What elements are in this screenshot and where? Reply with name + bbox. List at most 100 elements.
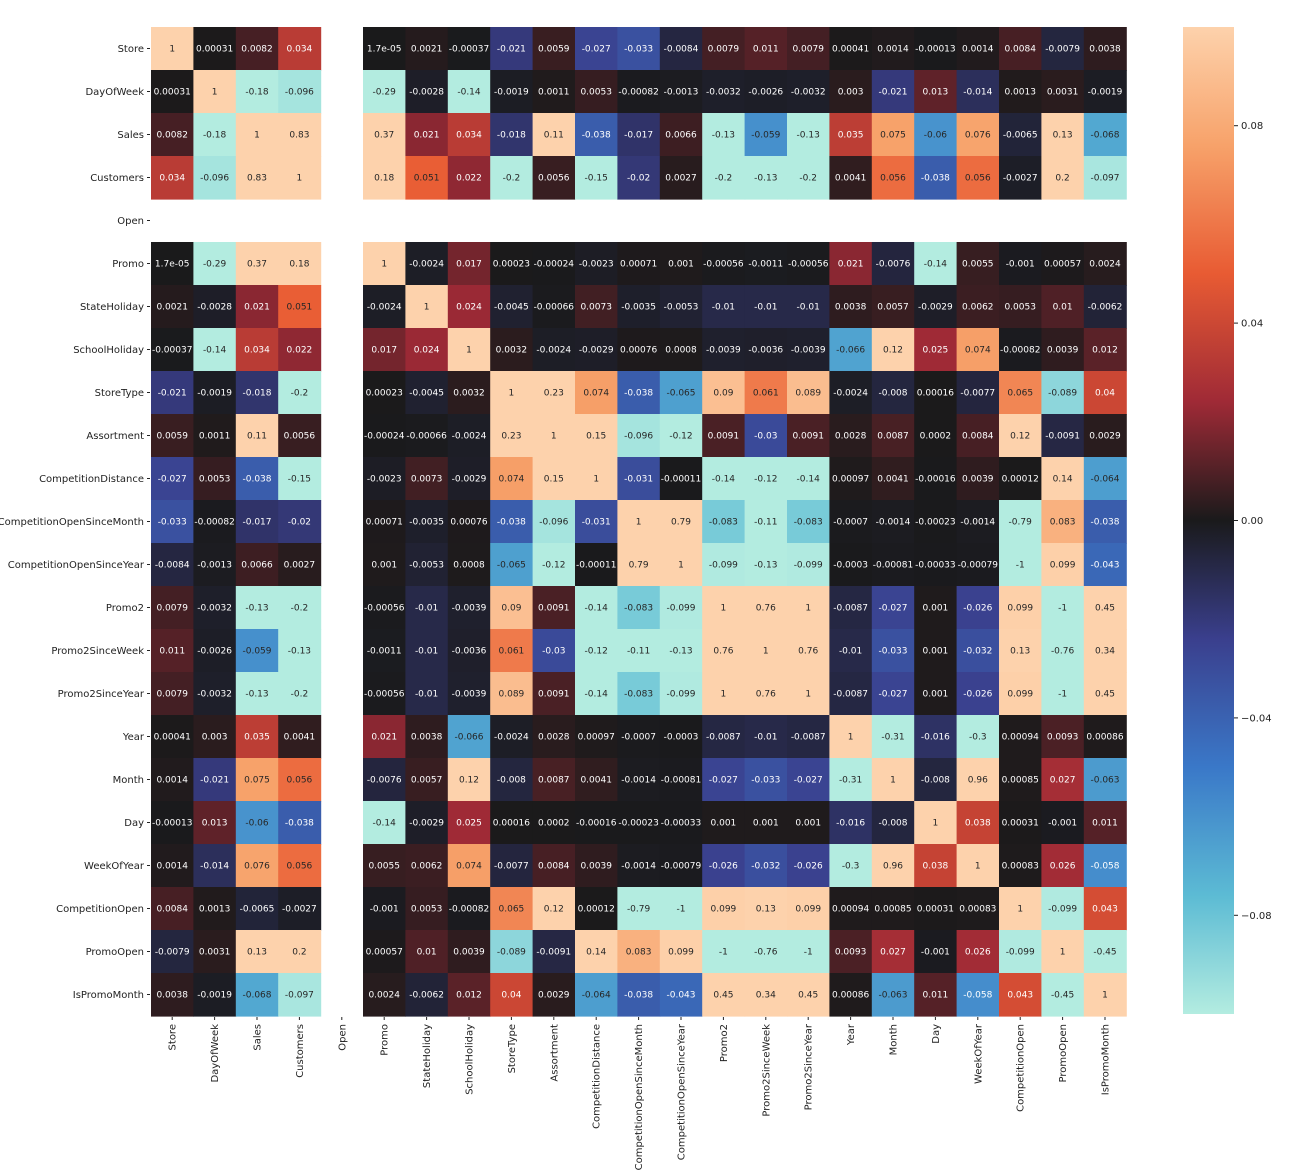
cell-value-label: -0.063 [1090,776,1119,786]
heatmap-cell [447,27,491,71]
heatmap-cell [235,500,279,544]
cell-value-label: -0.11 [754,518,777,528]
heatmap-cell [702,930,746,974]
cell-value-label: 0.0056 [538,174,570,184]
cell-value-label: -0.0039 [791,346,826,356]
cell-value-label: 0.0039 [1047,346,1079,356]
cell-value-label: 0.0014 [962,45,994,55]
heatmap-cell [829,758,873,802]
heatmap-cell [829,328,873,372]
cell-value-label: -0.008 [878,389,907,399]
heatmap-cell [617,758,661,802]
heatmap-cell [193,328,237,372]
cell-value-label: -0.016 [921,733,950,743]
cell-value-label: 0.37 [374,131,394,141]
heatmap-cell [956,242,1000,286]
heatmap-cell [447,500,491,544]
cell-value-label: -0.13 [288,647,311,657]
heatmap-cell [914,973,958,1017]
heatmap-cell [532,887,576,931]
heatmap-cell [532,973,576,1017]
cell-value-label: -0.29 [203,260,227,270]
cell-value-label: -0.021 [200,776,229,786]
cell-value-label: -0.0011 [748,260,783,270]
heatmap-cell [999,672,1042,716]
heatmap-cell [1083,844,1127,888]
cell-value-label: 0.00031 [1002,819,1039,829]
cell-value-label: 0.083 [626,948,652,958]
cell-value-label: 0.0079 [156,604,188,614]
heatmap-cell [956,156,1000,200]
cell-value-label: 0.017 [371,346,397,356]
cell-value-label: 0.0002 [538,819,570,829]
cell-value-label: -0.043 [666,991,695,1001]
heatmap-cell [193,27,237,71]
heatmap-cell [617,586,661,630]
heatmap-cell [575,629,618,673]
cell-value-label: 0.0038 [1089,45,1121,55]
cell-value-label: 0.00071 [620,260,657,270]
heatmap-cell [278,629,322,673]
cell-value-label: -0.0029 [918,303,953,313]
heatmap-cell [702,629,746,673]
heatmap-cell [956,801,1000,845]
cell-value-label: 0.13 [1053,131,1073,141]
cell-value-label: -0.083 [794,518,823,528]
cell-value-label: 0.11 [544,131,564,141]
cell-value-label: 0.0011 [538,88,570,98]
cell-value-label: -0.01 [754,733,777,743]
cell-value-label: 0.0057 [877,303,909,313]
cell-value-label: 0.034 [159,174,185,184]
heatmap-cell [702,70,746,114]
cell-value-label: 0.0029 [1089,432,1121,442]
heatmap-cell [235,457,279,501]
heatmap-cell [744,672,788,716]
row-tick-label: Promo2 [106,603,144,614]
cell-value-label: 0.0091 [708,432,740,442]
cell-value-label: -0.038 [624,389,653,399]
cell-value-label: 0.099 [668,948,694,958]
cell-value-label: -0.18 [203,131,227,141]
cell-value-label: -0.02 [627,174,650,184]
cell-value-label: 0.0039 [962,475,994,485]
cell-value-label: 0.13 [756,905,776,915]
heatmap-cell [1041,973,1085,1017]
column-tick-label: CompetitionDistance [592,1024,603,1129]
cell-value-label: -0.0014 [621,776,656,786]
cell-value-label: 0.12 [544,905,564,915]
cell-value-label: -0.00066 [534,303,575,313]
heatmap-cell [1041,285,1085,329]
heatmap-cell [999,70,1042,114]
heatmap-cell [278,672,322,716]
cell-value-label: -0.12 [585,647,608,657]
heatmap-cell [871,930,915,974]
cell-value-label: 0.0041 [580,776,612,786]
heatmap-cell [193,70,237,114]
heatmap-cell [235,156,279,200]
cell-value-label: 0.76 [798,647,818,657]
heatmap-cell [956,543,1000,587]
heatmap-cell [193,156,237,200]
cell-value-label: -0.06 [924,131,948,141]
heatmap-cell [151,887,194,931]
heatmap-cell [744,844,788,888]
cell-value-label: 0.76 [713,647,733,657]
heatmap-cell [956,414,1000,458]
heatmap-cell [787,70,830,114]
cell-value-label: -0.2 [715,174,733,184]
cell-value-label: 0.022 [456,174,482,184]
heatmap-cell [151,844,194,888]
cell-value-label: 0.00016 [493,819,530,829]
heatmap-cell [363,70,406,114]
heatmap-cell [1041,672,1085,716]
cell-value-label: 0.0084 [156,905,188,915]
cell-value-label: 0.035 [838,131,864,141]
cell-value-label: -0.096 [624,432,653,442]
cell-value-label: -0.0024 [833,389,868,399]
heatmap-cell [405,672,449,716]
heatmap-cell [956,844,1000,888]
heatmap-cell [702,371,746,415]
heatmap-cell [829,371,873,415]
heatmap-cell [871,629,915,673]
heatmap-cell [532,758,576,802]
